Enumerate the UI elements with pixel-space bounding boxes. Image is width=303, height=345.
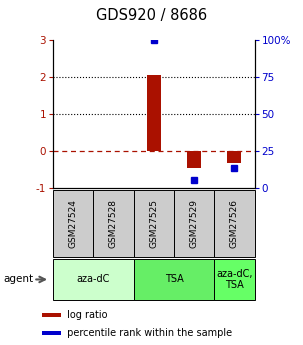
Text: GDS920 / 8686: GDS920 / 8686 <box>96 8 207 23</box>
Text: GSM27524: GSM27524 <box>69 199 78 248</box>
Text: aza-dC: aza-dC <box>77 275 110 284</box>
Bar <box>147 75 161 151</box>
Bar <box>214 259 255 300</box>
Bar <box>174 190 214 257</box>
Bar <box>42 313 61 317</box>
Text: TSA: TSA <box>165 275 183 284</box>
Bar <box>93 190 134 257</box>
Text: log ratio: log ratio <box>64 310 107 320</box>
Text: GSM27526: GSM27526 <box>230 199 239 248</box>
Text: GSM27525: GSM27525 <box>149 199 158 248</box>
Bar <box>134 259 214 300</box>
Bar <box>134 190 174 257</box>
Bar <box>53 259 134 300</box>
Bar <box>227 151 241 163</box>
Text: GSM27528: GSM27528 <box>109 199 118 248</box>
Bar <box>53 190 93 257</box>
Text: percentile rank within the sample: percentile rank within the sample <box>64 328 232 338</box>
Text: GSM27529: GSM27529 <box>190 199 198 248</box>
Bar <box>187 151 201 168</box>
Text: agent: agent <box>3 275 33 284</box>
Bar <box>214 190 255 257</box>
Bar <box>42 331 61 335</box>
Text: aza-dC,
TSA: aza-dC, TSA <box>216 269 253 290</box>
